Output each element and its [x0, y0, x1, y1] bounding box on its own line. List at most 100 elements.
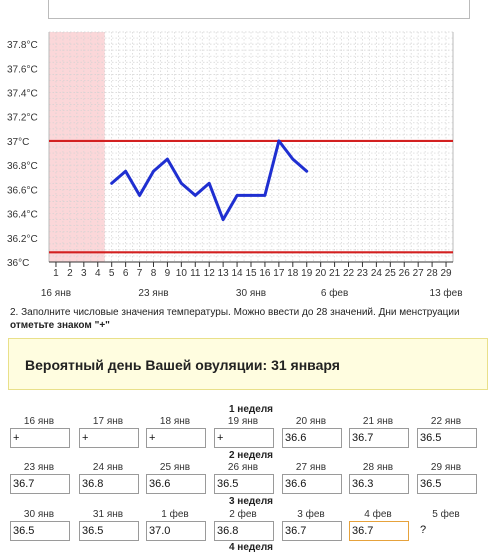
day-date-label: 19 янв: [227, 416, 259, 427]
x-tick-label: 20: [315, 268, 327, 279]
instruction-main: 2. Заполните числовые значения температу…: [10, 307, 460, 318]
y-tick-label: 37.8°C: [7, 40, 38, 51]
y-tick-label: 36°C: [7, 258, 29, 269]
day-date-label: 31 янв: [92, 509, 124, 520]
day-date-label: 21 янв: [362, 416, 394, 427]
day-temperature-input[interactable]: [417, 474, 477, 494]
day-temperature-input[interactable]: [79, 474, 139, 494]
temperature-point: [263, 194, 267, 197]
day-date-label: 17 янв: [92, 416, 124, 427]
temperature-point: [138, 194, 141, 197]
y-tick-label: 36.2°C: [7, 234, 38, 245]
day-cell: 22 янв: [417, 415, 477, 448]
temperature-point: [166, 157, 169, 161]
y-tick-label: 36.4°C: [7, 210, 38, 221]
day-temperature-input[interactable]: [349, 428, 409, 448]
day-temperature-input[interactable]: [79, 521, 139, 541]
temperature-point: [124, 170, 127, 173]
day-cell: 19 янв: [214, 415, 274, 448]
day-date-label: 2 фев: [229, 509, 257, 520]
x-date-label: 6 фев: [321, 287, 348, 299]
x-tick-label: 21: [329, 268, 341, 279]
day-cell: 21 янв: [349, 415, 409, 448]
day-temperature-placeholder[interactable]: ?: [420, 524, 427, 536]
day-date-label: 18 янв: [159, 416, 191, 427]
x-tick-label: 8: [151, 268, 157, 279]
day-date-label: 20 янв: [295, 416, 327, 427]
day-temperature-input[interactable]: [10, 521, 70, 541]
x-tick-label: 18: [287, 268, 299, 279]
y-tick-label: 37.6°C: [7, 64, 38, 75]
day-cell: 1 фев: [146, 508, 206, 541]
day-temperature-input[interactable]: [282, 428, 342, 448]
day-temperature-input[interactable]: [349, 474, 409, 494]
day-temperature-input[interactable]: [282, 474, 342, 494]
day-temperature-input[interactable]: [214, 521, 274, 541]
week-title: 4 неделя: [228, 542, 274, 553]
x-tick-label: 10: [176, 268, 188, 279]
x-tick-label: 29: [440, 268, 452, 279]
day-date-label: 27 янв: [295, 462, 327, 473]
day-date-label: 29 янв: [430, 462, 462, 473]
x-tick-label: 24: [371, 268, 383, 279]
day-cell: 4 фев: [349, 508, 409, 541]
day-date-label: 5 фев: [432, 509, 460, 520]
x-tick-label: 25: [385, 268, 397, 279]
day-cell: 3 фев: [282, 508, 342, 541]
day-temperature-input[interactable]: [146, 521, 206, 541]
day-date-label: 24 янв: [92, 462, 124, 473]
x-date-label: 23 янв: [138, 288, 168, 299]
temperature-point: [305, 170, 308, 173]
day-cell: 26 янв: [214, 461, 274, 494]
temperature-point: [180, 182, 183, 185]
y-tick-label: 36.6°C: [7, 185, 38, 196]
week-title: 2 неделя: [228, 450, 274, 461]
day-cell: 28 янв: [349, 461, 409, 494]
temperature-point: [152, 170, 155, 173]
day-cell: 27 янв: [282, 461, 342, 494]
day-cell: 5 фев?: [417, 508, 475, 539]
x-tick-label: 6: [123, 268, 129, 279]
temperature-point: [235, 194, 239, 197]
x-tick-label: 15: [245, 268, 257, 279]
day-date-label: 25 янв: [159, 462, 191, 473]
y-tick-label: 37.4°C: [7, 89, 38, 100]
day-temperature-input[interactable]: [79, 428, 139, 448]
temperature-point: [110, 182, 113, 185]
day-cell: 20 янв: [282, 415, 342, 448]
y-tick-label: 36.8°C: [7, 161, 38, 172]
week-title: 3 неделя: [228, 496, 274, 507]
day-temperature-input[interactable]: [417, 428, 477, 448]
y-tick-label: 37.2°C: [7, 113, 38, 124]
day-temperature-input[interactable]: [10, 474, 70, 494]
day-cell: 30 янв: [10, 508, 70, 541]
x-tick-label: 16: [259, 268, 271, 279]
day-date-label: 4 фев: [364, 509, 392, 520]
x-tick-label: 4: [95, 268, 101, 279]
x-tick-label: 26: [399, 268, 411, 279]
previous-panel-bottom-edge: [48, 0, 470, 19]
day-date-label: 23 янв: [23, 462, 55, 473]
day-temperature-input[interactable]: [214, 474, 274, 494]
day-date-label: 28 янв: [362, 462, 394, 473]
x-tick-label: 27: [413, 268, 425, 279]
day-cell: 29 янв: [417, 461, 477, 494]
day-cell: 2 фев: [214, 508, 274, 541]
day-cell: 31 янв: [79, 508, 139, 541]
x-tick-label: 19: [301, 268, 313, 279]
day-temperature-input[interactable]: [146, 428, 206, 448]
temperature-point: [291, 157, 294, 161]
ovulation-result-text: Вероятный день Вашей овуляции: 31 января: [25, 357, 340, 373]
day-temperature-input[interactable]: [10, 428, 70, 448]
day-temperature-input[interactable]: [214, 428, 274, 448]
temperature-point: [194, 194, 197, 197]
x-tick-label: 7: [137, 268, 143, 279]
day-temperature-input[interactable]: [146, 474, 206, 494]
x-tick-label: 23: [357, 268, 369, 279]
day-temperature-input[interactable]: [282, 521, 342, 541]
day-cell: 17 янв: [79, 415, 139, 448]
instruction-bold: отметьте знаком "+": [10, 320, 110, 331]
x-tick-label: 9: [165, 268, 171, 279]
week-title: 1 неделя: [228, 404, 274, 415]
day-temperature-input[interactable]: [349, 521, 409, 541]
